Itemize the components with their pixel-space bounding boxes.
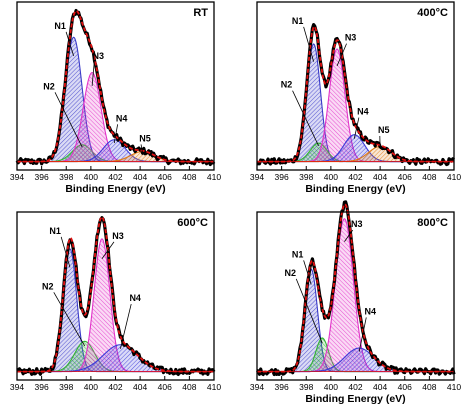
peak-n4-area [257, 348, 454, 372]
x-tick-label: 400 [84, 172, 98, 182]
peak-n4-label: N4 [365, 306, 377, 316]
peak-n3-area [257, 218, 454, 372]
x-tick-label: 394 [250, 172, 264, 182]
x-tick-label: 408 [422, 172, 436, 182]
peak-n4-area [17, 139, 214, 162]
peak-n5-leader [140, 144, 143, 154]
peak-n2-label: N2 [284, 268, 296, 278]
peak-n3-leader [336, 43, 347, 67]
x-tick-label: 402 [108, 382, 122, 392]
x-tick-label: 400 [324, 382, 338, 392]
x-tick-label: 396 [275, 172, 289, 182]
x-tick-label: 406 [398, 172, 412, 182]
peak-n5-label: N5 [139, 133, 151, 143]
x-axis-label: Binding Energy (eV) [65, 183, 165, 195]
peak-n2-label: N2 [43, 81, 55, 91]
peak-n3-label: N3 [112, 231, 124, 241]
peak-n1-leader [60, 236, 71, 268]
x-tick-label: 406 [158, 382, 172, 392]
peak-n2-label: N2 [281, 80, 293, 90]
peak-n4-area [257, 134, 454, 162]
x-tick-label: 408 [182, 382, 196, 392]
x-tick-label: 410 [207, 382, 221, 392]
x-tick-label: 404 [133, 172, 147, 182]
peak-n3-label: N3 [345, 33, 357, 43]
peak-n1-leader [303, 260, 312, 285]
peak-n3-leader [344, 229, 354, 242]
x-axis-label: Binding Energy (eV) [305, 183, 405, 195]
peak-n2-leader [292, 90, 319, 147]
x-tick-label: 398 [299, 382, 313, 392]
peak-n1-area [17, 248, 214, 372]
peak-n4-label: N4 [116, 113, 128, 123]
panel-400c: 394 396 398 400 402 404 406 408 410 Binding Energ… [250, 1, 461, 195]
peak-n4-label: N4 [129, 293, 141, 303]
x-tick-label: 410 [207, 172, 221, 182]
x-tick-label: 408 [182, 172, 196, 182]
x-tick-label: 394 [250, 382, 264, 392]
peak-n4-label: N4 [357, 107, 369, 117]
peak-n1-label: N1 [54, 21, 66, 31]
x-tick-label: 400 [324, 172, 338, 182]
x-tick-label: 406 [158, 172, 172, 182]
x-tick-label: 398 [59, 172, 73, 182]
panel-rt: 394 396 398 400 402 404 406 408 410 Binding Energ… [10, 1, 221, 195]
peak-n1-area [257, 269, 454, 372]
peak-n3-label: N3 [351, 219, 363, 229]
x-tick-label: 398 [299, 172, 313, 182]
x-tick-label: 402 [348, 382, 362, 392]
x-tick-label: 410 [447, 382, 461, 392]
peak-n4-area [17, 344, 214, 372]
x-tick-label: 410 [447, 172, 461, 182]
panel-600c: 394 396 398 400 402 404 406 408 410 600°C N1 N2 N3 N4 [10, 211, 221, 392]
peak-n1-label: N1 [292, 16, 304, 26]
panel-title: 400°C [417, 7, 448, 19]
x-tick-label: 396 [35, 382, 49, 392]
peak-n1-leader [65, 31, 75, 57]
peak-n3-leader [101, 241, 115, 260]
peak-n5-label: N5 [378, 125, 390, 135]
peak-n4-leader [358, 317, 367, 352]
x-tick-label: 404 [373, 382, 387, 392]
peak-n4-leader [120, 303, 132, 349]
x-tick-label: 396 [275, 382, 289, 392]
panel-title: 800°C [417, 217, 448, 229]
x-tick-label: 398 [59, 382, 73, 392]
peak-n2-leader [54, 92, 83, 148]
x-tick-label: 408 [422, 382, 436, 392]
x-tick-label: 402 [348, 172, 362, 182]
peak-n1-label: N1 [49, 226, 61, 236]
peak-n1-label: N1 [292, 249, 304, 259]
peak-n1-leader [303, 26, 315, 62]
x-tick-label: 404 [133, 382, 147, 392]
panel-800c: 394 396 398 400 402 404 406 408 410 Binding Energ… [250, 200, 461, 405]
x-axis-label: Binding Energy (eV) [305, 393, 405, 405]
peak-n4-leader [113, 124, 119, 144]
peak-n1-area [257, 44, 454, 162]
peak-n3-label: N3 [93, 51, 105, 61]
x-tick-label: 396 [35, 172, 49, 182]
x-tick-label: 394 [10, 172, 24, 182]
x-tick-label: 400 [84, 382, 98, 392]
x-tick-label: 406 [398, 382, 412, 392]
peak-n2-leader [53, 292, 86, 347]
peak-n4-leader [353, 117, 360, 139]
peak-n1-area [17, 37, 214, 162]
peak-n2-area [257, 143, 454, 162]
panel-title: RT [193, 7, 208, 19]
x-tick-label: 402 [108, 172, 122, 182]
x-tick-label: 394 [10, 382, 24, 392]
peak-n3-leader [91, 62, 95, 86]
panel-title: 600°C [177, 217, 208, 229]
peak-n2-leader [295, 278, 323, 344]
x-tick-label: 404 [373, 172, 387, 182]
peak-n2-label: N2 [42, 281, 54, 291]
